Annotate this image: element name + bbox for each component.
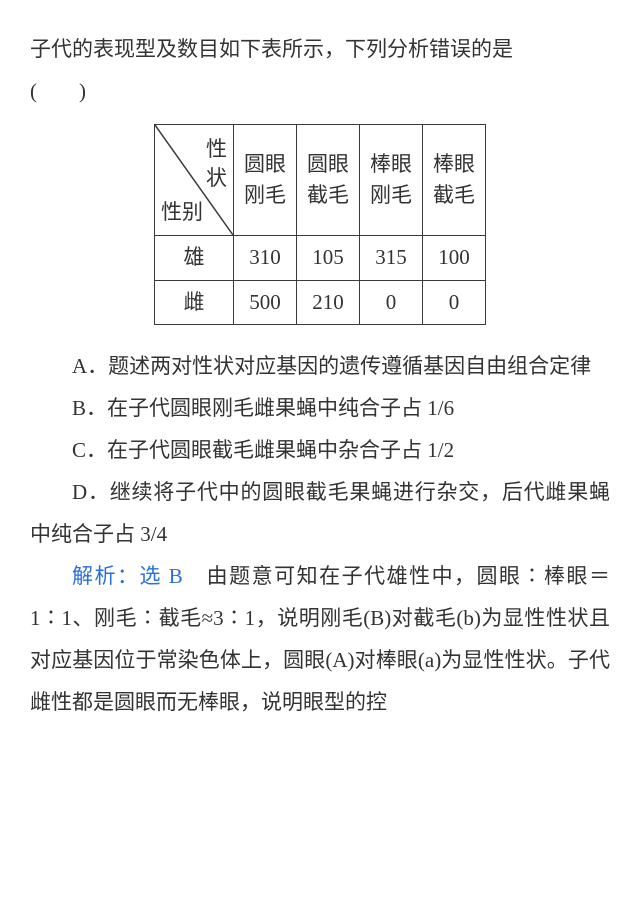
table-row: 雌 500 210 0 0 — [155, 280, 486, 325]
row-label: 雌 — [155, 280, 234, 325]
table-cell: 310 — [234, 236, 297, 281]
diag-top2: 状 — [206, 166, 227, 190]
table-cell: 500 — [234, 280, 297, 325]
question-stem-line2: ( ) — [30, 70, 610, 112]
row-label: 雄 — [155, 236, 234, 281]
table-row: 雄 310 105 315 100 — [155, 236, 486, 281]
diagonal-header-cell: 性 状 性别 — [155, 125, 234, 236]
option-b: B．在子代圆眼刚毛雌果蝇中纯合子占 1/6 — [30, 387, 610, 429]
phenotype-table: 性 状 性别 圆眼刚毛 圆眼截毛 棒眼刚毛 棒眼截毛 雄 310 105 315… — [154, 124, 486, 325]
col-header: 圆眼截毛 — [297, 125, 360, 236]
question-stem-line1: 子代的表现型及数目如下表所示，下列分析错误的是 — [30, 28, 610, 70]
option-d: D．继续将子代中的圆眼截毛果蝇进行杂交，后代雌果蝇中纯合子占 3/4 — [30, 471, 610, 555]
col-header: 棒眼截毛 — [423, 125, 486, 236]
table-cell: 0 — [423, 280, 486, 325]
analysis-label: 解析：选 B — [72, 564, 183, 588]
table-cell: 210 — [297, 280, 360, 325]
option-a: A．题述两对性状对应基因的遗传遵循基因自由组合定律 — [30, 345, 610, 387]
table-cell: 0 — [360, 280, 423, 325]
col-header: 圆眼刚毛 — [234, 125, 297, 236]
diag-bottom: 性别 — [161, 198, 203, 227]
table-row: 性 状 性别 圆眼刚毛 圆眼截毛 棒眼刚毛 棒眼截毛 — [155, 125, 486, 236]
table-cell: 315 — [360, 236, 423, 281]
col-header: 棒眼刚毛 — [360, 125, 423, 236]
table-cell: 100 — [423, 236, 486, 281]
table-cell: 105 — [297, 236, 360, 281]
option-c: C．在子代圆眼截毛雌果蝇中杂合子占 1/2 — [30, 429, 610, 471]
diag-top1: 性 — [206, 137, 227, 161]
analysis-paragraph: 解析：选 B 由题意可知在子代雄性中，圆眼∶棒眼＝1∶1、刚毛∶截毛≈3∶1，说… — [30, 555, 610, 723]
